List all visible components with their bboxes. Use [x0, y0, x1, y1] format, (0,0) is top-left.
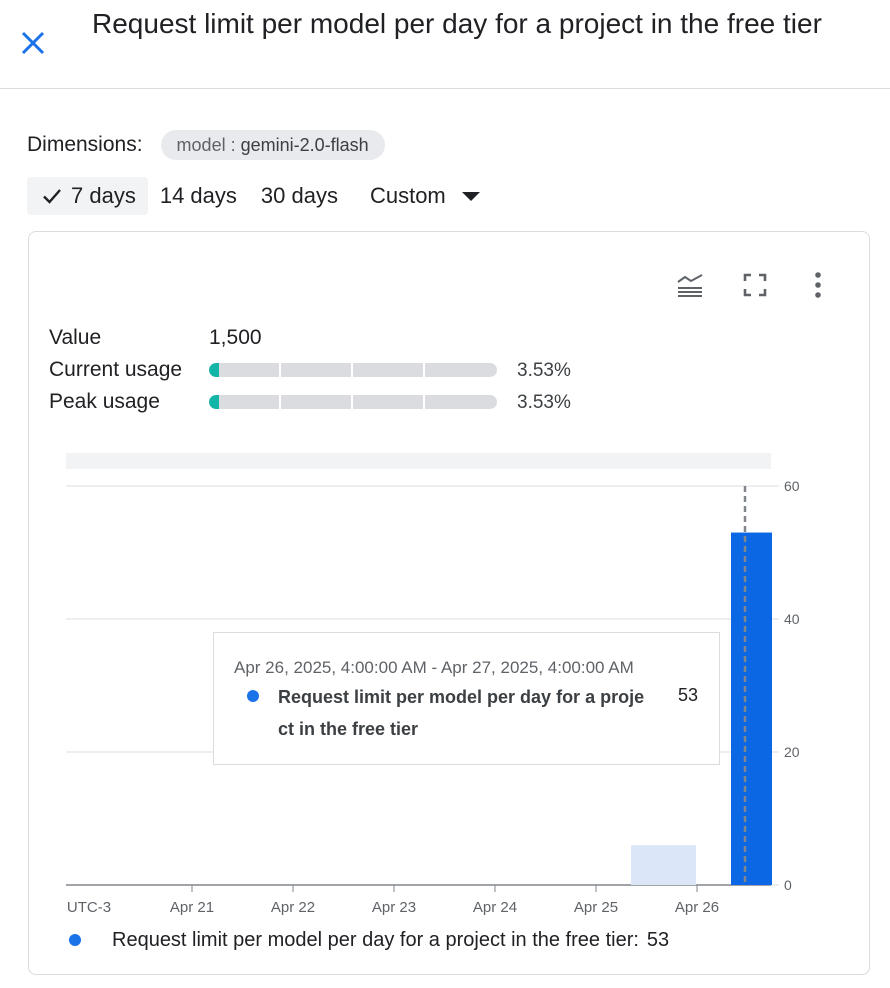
legend-series-value: 53 [646, 928, 670, 951]
peak-usage-label: Peak usage [49, 390, 160, 413]
value-amount: 1,500 [209, 326, 262, 349]
y-tick-label: 0 [784, 877, 792, 893]
range-label: 7 days [71, 183, 136, 208]
fullscreen-button[interactable] [739, 269, 771, 301]
usage-chart[interactable]: 0 20 40 60 UTC-3 Apr 21 Apr 22 Apr 23 Apr 24 Apr … [29, 232, 869, 922]
close-icon [21, 31, 45, 55]
x-tick-label: Apr 24 [473, 899, 517, 916]
range-label: Custom [369, 183, 446, 208]
range-custom-dropdown[interactable]: Custom [358, 177, 492, 215]
x-tick-label: Apr 22 [271, 899, 315, 916]
x-tick-label: Apr 21 [170, 899, 214, 916]
chart-tooltip: Apr 26, 2025, 4:00:00 AM - Apr 27, 2025,… [213, 632, 720, 765]
range-14-days[interactable]: 14 days [148, 177, 249, 215]
bar-divider [351, 395, 353, 409]
range-30-days[interactable]: 30 days [249, 177, 350, 215]
bar-divider [279, 395, 281, 409]
range-label: 14 days [159, 183, 237, 208]
legend-toggle-button[interactable] [674, 269, 706, 301]
x-tick-label: Apr 26 [675, 899, 719, 916]
legend-toggle-icon [677, 274, 703, 297]
chart-legend[interactable]: Request limit per model per day for a pr… [69, 920, 669, 960]
dimension-separator: : [225, 134, 241, 155]
dialog-title: Request limit per model per day for a pr… [92, 8, 822, 39]
bar-highlighted [731, 532, 772, 885]
y-tick-label: 60 [784, 478, 800, 494]
x-tick-label: Apr 25 [574, 899, 618, 916]
more-options-button[interactable] [802, 269, 834, 301]
quota-chart-card: Value 1,500 Current usage 3.53% Peak usa… [28, 231, 870, 975]
bar-divider [423, 363, 425, 377]
peak-usage-percent: 3.53% [517, 392, 571, 413]
more-vert-icon [815, 272, 821, 298]
range-label: 30 days [260, 183, 338, 208]
value-label: Value [49, 326, 102, 349]
bar [631, 845, 696, 885]
peak-usage-bar [209, 395, 497, 409]
dropdown-caret-icon [461, 191, 480, 201]
chart-range-band [66, 453, 771, 469]
tooltip-series-name: Request limit per model per day for a pr… [278, 687, 645, 739]
check-icon [43, 189, 61, 204]
dimension-key: model [176, 134, 226, 155]
current-usage-percent: 3.53% [517, 360, 571, 381]
dimensions-row: Dimensions: model : gemini-2.0-flash [27, 130, 385, 160]
current-usage-label: Current usage [49, 358, 183, 381]
tooltip-time-range: Apr 26, 2025, 4:00:00 AM - Apr 27, 2025,… [234, 658, 634, 677]
x-tick-label: Apr 23 [372, 899, 416, 916]
legend-series-dot [69, 934, 81, 946]
bar-divider [351, 363, 353, 377]
tooltip-series-dot [247, 690, 259, 702]
tooltip-value: 53 [678, 685, 699, 705]
legend-series-label: Request limit per model per day for a pr… [112, 928, 639, 951]
current-usage-fill [209, 363, 220, 377]
dimension-value: gemini-2.0-flash [240, 134, 369, 155]
y-tick-label: 20 [784, 744, 800, 760]
dimension-chip[interactable]: model : gemini-2.0-flash [160, 130, 385, 160]
bar-divider [423, 395, 425, 409]
bar-divider [279, 363, 281, 377]
x-tick-label: UTC-3 [67, 899, 111, 916]
y-tick-label: 40 [784, 611, 800, 627]
dialog-header: Request limit per model per day for a pr… [0, 0, 890, 89]
close-button[interactable] [18, 28, 48, 58]
fullscreen-icon [743, 273, 767, 297]
current-usage-bar [209, 363, 497, 377]
dimensions-label: Dimensions: [27, 133, 143, 156]
peak-usage-fill [209, 395, 220, 409]
time-range-selector: 7 days 14 days 30 days Custom [27, 177, 492, 215]
range-7-days[interactable]: 7 days [27, 177, 148, 215]
